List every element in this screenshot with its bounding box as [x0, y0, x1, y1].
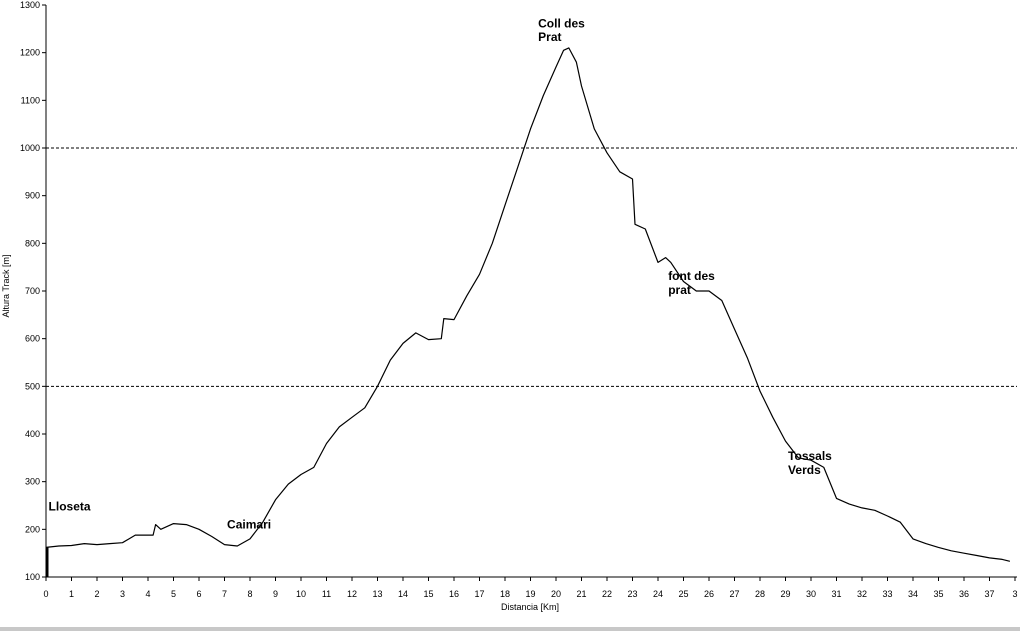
x-tick-label: 4 — [145, 589, 150, 599]
x-tick-label: 3 — [1012, 589, 1017, 599]
x-tick-label: 5 — [171, 589, 176, 599]
annotation-label: prat — [668, 283, 691, 297]
x-tick-label: 31 — [831, 589, 841, 599]
x-tick-label: 26 — [704, 589, 714, 599]
x-tick-label: 34 — [908, 589, 918, 599]
y-tick-label: 800 — [25, 238, 40, 248]
x-tick-label: 35 — [933, 589, 943, 599]
y-tick-label: 1100 — [21, 95, 40, 105]
x-tick-label: 19 — [525, 589, 535, 599]
x-axis-label: Distancia [Km] — [501, 602, 559, 612]
y-tick-label: 1300 — [20, 0, 40, 10]
x-tick-label: 0 — [43, 589, 48, 599]
y-tick-label: 400 — [25, 429, 40, 439]
annotation-label: Prat — [538, 30, 561, 44]
x-tick-label: 8 — [247, 589, 252, 599]
x-tick-label: 9 — [273, 589, 278, 599]
x-tick-label: 22 — [602, 589, 612, 599]
x-tick-label: 30 — [806, 589, 816, 599]
annotation-label: Verds — [788, 463, 821, 477]
x-tick-label: 17 — [474, 589, 484, 599]
y-tick-labels: 100 200 300 400 500 600 700 800 900 1000 1100 1200 1… — [20, 0, 40, 582]
y-tick-label: 500 — [25, 381, 40, 391]
x-tick-label: 14 — [398, 589, 408, 599]
y-tick-label: 100 — [25, 572, 40, 582]
x-tick-label: 13 — [372, 589, 382, 599]
x-tick-label: 23 — [627, 589, 637, 599]
x-tick-label: 6 — [196, 589, 201, 599]
annotation-label: Coll des — [538, 16, 585, 30]
y-tick-label: 200 — [25, 524, 40, 534]
elevation-line — [45, 47, 1011, 562]
x-tick-label: 1 — [69, 589, 74, 599]
x-tick-label: 27 — [729, 589, 739, 599]
y-tick-label: 900 — [25, 191, 40, 201]
x-tick-label: 15 — [423, 589, 433, 599]
x-tick-labels: 0 1 2 3 4 5 6 7 8 9 10 11 12 13 14 15 16 17 18 19 20 21 22 23 24… — [43, 589, 1017, 599]
annotation-label: Lloseta — [49, 499, 91, 513]
y-axis-label: Altura Track [m] — [1, 254, 11, 317]
bottom-strip — [0, 627, 1020, 631]
axes — [42, 4, 1017, 581]
x-tick-label: 3 — [120, 589, 125, 599]
y-tick-label: 300 — [25, 477, 40, 487]
annotation-label: Caimari — [227, 517, 271, 531]
x-tick-label: 20 — [551, 589, 561, 599]
x-tick-label: 21 — [576, 589, 586, 599]
x-tick-label: 18 — [500, 589, 510, 599]
x-tick-label: 25 — [678, 589, 688, 599]
x-tick-label: 36 — [959, 589, 969, 599]
annotation-label: font des — [668, 269, 715, 283]
series-group — [45, 47, 1011, 577]
x-tick-label: 12 — [347, 589, 357, 599]
y-tick-label: 1000 — [20, 143, 40, 153]
x-tick-label: 33 — [882, 589, 892, 599]
x-tick-label: 11 — [322, 589, 331, 599]
y-tick-label: 600 — [25, 334, 40, 344]
x-tick-label: 2 — [94, 589, 99, 599]
annotation-label: Tossals — [788, 449, 832, 463]
x-tick-label: 28 — [755, 589, 765, 599]
y-tick-label: 700 — [25, 286, 40, 296]
gridlines — [46, 147, 1017, 387]
x-tick-label: 29 — [780, 589, 790, 599]
y-tick-label: 1200 — [20, 48, 40, 58]
x-tick-label: 10 — [296, 589, 306, 599]
x-tick-label: 16 — [449, 589, 459, 599]
x-tick-label: 32 — [857, 589, 867, 599]
x-tick-label: 7 — [222, 589, 227, 599]
x-tick-label: 37 — [984, 589, 994, 599]
x-tick-label: 24 — [653, 589, 663, 599]
